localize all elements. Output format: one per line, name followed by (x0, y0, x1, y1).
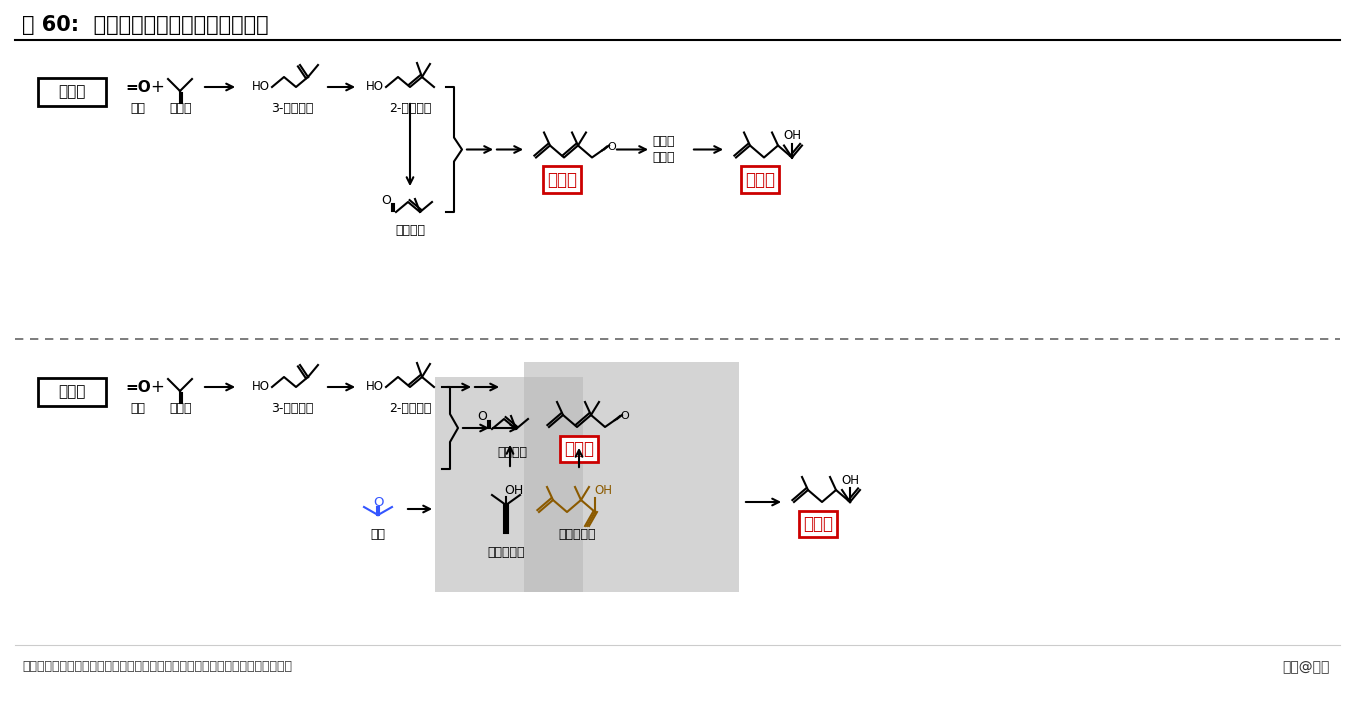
Text: 甲醛: 甲醛 (130, 103, 145, 115)
Text: 数据来源：《芳樟醇与柠檬醛系列香料关键技术研发及产业化项目书》，东北证券: 数据来源：《芳樟醇与柠檬醛系列香料关键技术研发及产业化项目书》，东北证券 (22, 660, 292, 674)
Text: 芳樟醇: 芳樟醇 (745, 170, 774, 189)
Text: 头条@管昱: 头条@管昱 (1282, 660, 1330, 674)
Text: 橙花醇: 橙花醇 (653, 151, 676, 164)
Text: 甲醛: 甲醛 (130, 402, 145, 416)
Text: O: O (380, 194, 391, 206)
Text: 巴斯夫: 巴斯夫 (58, 85, 85, 100)
Text: 3-异戊烯醇: 3-异戊烯醇 (271, 402, 313, 416)
Text: 香叶醇: 香叶醇 (653, 135, 676, 148)
Text: 图 60:  新和成与巴斯夫的香料合成工艺: 图 60: 新和成与巴斯夫的香料合成工艺 (22, 15, 268, 35)
Text: O: O (608, 141, 616, 151)
Text: O: O (372, 496, 383, 510)
Text: O: O (620, 411, 630, 421)
Text: HO: HO (252, 380, 269, 394)
Text: 去氢芳樟醇: 去氢芳樟醇 (558, 529, 596, 542)
Text: 异戊烯醛: 异戊烯醛 (395, 225, 425, 238)
Text: OH: OH (841, 474, 858, 486)
Text: =O: =O (125, 79, 150, 95)
Text: 本项目: 本项目 (58, 385, 85, 399)
Text: +: + (150, 78, 164, 96)
Text: 甲基丁炔醇: 甲基丁炔醇 (487, 546, 525, 559)
Text: =O: =O (125, 380, 150, 395)
Bar (38, 78, 106, 106)
Text: 3-异戊烯醇: 3-异戊烯醇 (271, 103, 313, 115)
Bar (38, 378, 106, 406)
Text: 2-异戊烯醇: 2-异戊烯醇 (389, 402, 431, 416)
Text: 柠檬醛: 柠檬醛 (547, 170, 577, 189)
Text: HO: HO (366, 380, 385, 394)
Bar (524, 362, 739, 592)
Text: OH: OH (594, 484, 612, 496)
Text: +: + (150, 378, 164, 396)
Text: 异丁烯: 异丁烯 (169, 402, 192, 416)
Text: 异丁烯: 异丁烯 (169, 103, 192, 115)
Text: 芳樟醇: 芳樟醇 (803, 515, 833, 533)
Text: HO: HO (252, 81, 269, 93)
Text: HO: HO (366, 81, 385, 93)
Text: 2-异戊烯醇: 2-异戊烯醇 (389, 103, 431, 115)
Text: O: O (477, 411, 487, 423)
Text: 丙酮: 丙酮 (371, 529, 386, 542)
Text: 异戊烯醛: 异戊烯醛 (497, 445, 527, 459)
Text: 柠檬醛: 柠檬醛 (565, 440, 594, 458)
Text: OH: OH (505, 484, 524, 498)
Text: OH: OH (783, 129, 802, 142)
Bar (435, 377, 584, 592)
